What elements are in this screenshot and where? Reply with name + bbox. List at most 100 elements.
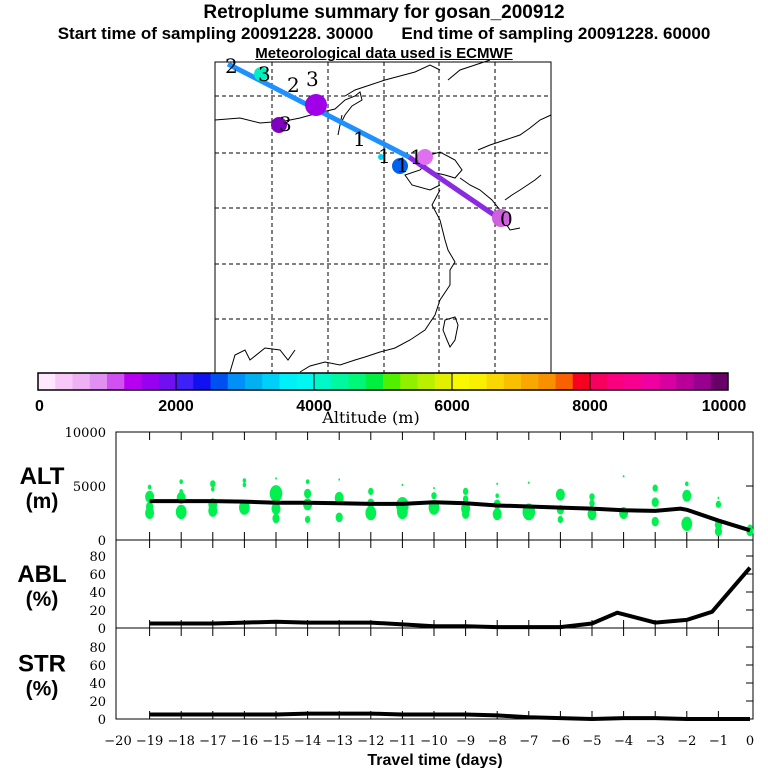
colorbar-tick-label: 6000 bbox=[434, 398, 470, 415]
colorbar-swatch bbox=[38, 373, 56, 390]
x-tick-label: −7 bbox=[519, 734, 538, 749]
colorbar-tick-label: 0 bbox=[35, 398, 44, 415]
trajectory-day-label: 3 bbox=[306, 67, 319, 91]
x-tick-label: −14 bbox=[294, 734, 321, 749]
colorbar-swatch bbox=[227, 373, 246, 390]
altitude-plume-dot bbox=[715, 500, 722, 508]
coastline bbox=[447, 59, 491, 81]
x-tick-label: −16 bbox=[231, 734, 258, 749]
colorbar-swatch bbox=[383, 373, 401, 390]
panel-ylabel: ALT bbox=[20, 463, 65, 490]
y-tick-label: 40 bbox=[89, 586, 106, 601]
altitude-plume-dot bbox=[589, 493, 595, 501]
x-tick-label: −15 bbox=[262, 734, 289, 749]
colorbar-swatch bbox=[245, 373, 263, 390]
trajectory-day-label: 2 bbox=[225, 54, 238, 78]
y-tick-label: 20 bbox=[89, 695, 106, 710]
met-data-note: Meteorological data used is ECMWF bbox=[255, 45, 513, 62]
altitude-plume-dot bbox=[717, 496, 720, 500]
y-tick-label: 10000 bbox=[65, 426, 106, 441]
coastline bbox=[229, 347, 296, 373]
trajectory-day-label: 1 bbox=[378, 144, 391, 168]
x-tick-label: −8 bbox=[488, 734, 507, 749]
trajectory-segment-recent bbox=[407, 154, 502, 222]
colorbar-swatch bbox=[503, 373, 522, 390]
colorbar-swatch bbox=[400, 373, 418, 390]
plume-cluster-marker bbox=[392, 158, 408, 174]
x-tick-label: −5 bbox=[582, 734, 601, 749]
altitude-plume-dot bbox=[431, 492, 437, 500]
x-tick-label: −12 bbox=[357, 734, 384, 749]
panel-str: 0 20 40 60 80 STR(%) bbox=[18, 627, 754, 728]
colorbar-frame bbox=[37, 372, 729, 391]
trajectory-day-label: 3 bbox=[279, 112, 292, 136]
y-tick-label: 80 bbox=[89, 550, 106, 565]
altitude-plume-dot bbox=[305, 479, 310, 485]
panel-abl: 0 20 40 60 80 ABL(%) bbox=[17, 539, 754, 637]
colorbar-swatch bbox=[538, 373, 556, 390]
altitude-plume-dot bbox=[147, 484, 152, 490]
sampling-times: Start time of sampling 20091228. 30000 En… bbox=[0, 24, 768, 44]
x-tick-label: −9 bbox=[456, 734, 475, 749]
altitude-plume-dot bbox=[304, 515, 311, 524]
colorbar-swatch bbox=[176, 373, 194, 390]
y-tick-label: 0 bbox=[98, 622, 106, 637]
altitude-plume-dot bbox=[714, 526, 723, 537]
altitude-plume-dot bbox=[175, 504, 187, 520]
panel-yunit: (%) bbox=[26, 588, 59, 611]
y-tick-label: 80 bbox=[89, 641, 106, 656]
y-tick-label: 0 bbox=[98, 713, 106, 728]
altitude-plume-dot bbox=[555, 488, 565, 501]
altitude-plume-dot bbox=[682, 489, 692, 502]
altitude-plume-dot bbox=[145, 507, 155, 519]
y-tick-label: 60 bbox=[89, 659, 106, 674]
coastline bbox=[442, 316, 459, 349]
trajectory-day-label: 2 bbox=[287, 73, 300, 97]
altitude-plume-dot bbox=[557, 515, 564, 524]
colorbar-swatch bbox=[365, 373, 384, 390]
altitude-plume-dot bbox=[527, 481, 530, 484]
altitude-colorbar: 0 2000 4000 6000 8000 10000 Altitude (m) bbox=[35, 372, 747, 427]
y-tick-label: 0 bbox=[98, 534, 106, 549]
altitude-plume-dot bbox=[365, 505, 377, 521]
colorbar-swatch bbox=[434, 373, 453, 390]
coastline bbox=[344, 64, 441, 97]
panel-alt: 0 5000 10000 ALT(m) bbox=[20, 426, 754, 549]
colorbar-swatch bbox=[572, 373, 591, 390]
plume-cluster-marker bbox=[492, 209, 510, 227]
altitude-plume-dot bbox=[587, 508, 597, 521]
colorbar-swatch bbox=[555, 373, 574, 390]
coastline bbox=[477, 114, 552, 151]
altitude-plume-dot bbox=[208, 504, 218, 517]
colorbar-swatch bbox=[607, 373, 625, 390]
altitude-plume-dot bbox=[242, 482, 247, 488]
colorbar-swatch bbox=[107, 373, 125, 390]
colorbar-swatch bbox=[348, 373, 367, 390]
x-tick-label: −20 bbox=[104, 734, 131, 749]
panel-ylabel: ABL bbox=[17, 561, 66, 588]
figure-title: Retroplume summary for gosan_200912 bbox=[203, 2, 565, 23]
panel-yunit: (%) bbox=[26, 678, 59, 701]
panel-yunit: (m) bbox=[26, 490, 59, 513]
colorbar-swatch bbox=[158, 373, 177, 390]
colorbar-swatch bbox=[124, 373, 142, 390]
plume-cluster-marker bbox=[254, 67, 268, 81]
altitude-plume-dot bbox=[651, 497, 659, 508]
altitude-plume-dot bbox=[211, 486, 215, 492]
altitude-plume-dot bbox=[397, 504, 408, 520]
x-tick-label: −1 bbox=[709, 734, 728, 749]
colorbar-tick-label: 8000 bbox=[572, 398, 608, 415]
altitude-plume-dot bbox=[334, 491, 344, 504]
x-tick-label: −19 bbox=[136, 734, 163, 749]
colorbar-tick-label: 10000 bbox=[702, 398, 747, 415]
y-tick-label: 5000 bbox=[73, 480, 106, 495]
x-tick-label: −6 bbox=[551, 734, 570, 749]
altitude-plume-dot bbox=[495, 493, 500, 499]
start-time: Start time of sampling 20091228. 30000 bbox=[57, 24, 374, 43]
panel-ylabel: STR bbox=[18, 651, 66, 678]
plume-cluster-marker bbox=[417, 149, 433, 165]
coastline bbox=[504, 174, 542, 201]
x-tick-label: −13 bbox=[325, 734, 352, 749]
coastline bbox=[459, 177, 521, 231]
